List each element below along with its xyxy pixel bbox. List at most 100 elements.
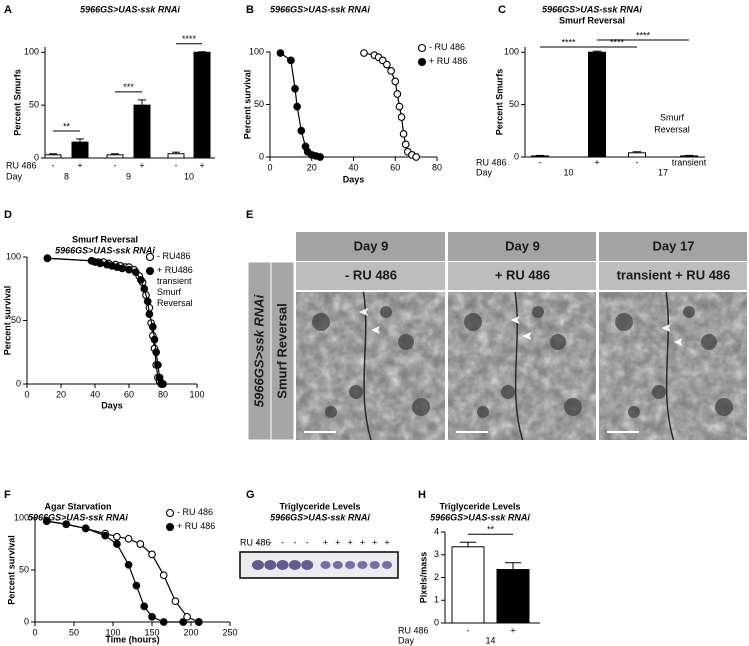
bar <box>133 104 151 159</box>
arrowhead <box>522 332 532 340</box>
data-point <box>124 534 133 543</box>
y-tick-label: 0 <box>514 151 519 161</box>
data-point <box>387 67 395 75</box>
data-point <box>399 130 408 138</box>
chart-subtitle: Smurf Reversal <box>559 15 625 25</box>
y-axis-label: Percent Smurfs <box>12 69 22 136</box>
gel-band <box>345 561 356 569</box>
legend-label: - RU 486 <box>429 42 466 52</box>
legend-marker <box>145 252 155 262</box>
lane-label: - <box>269 537 272 547</box>
data-point <box>136 540 145 548</box>
gel-title: Triglyceride Levels <box>279 501 360 511</box>
y-axis-label: Percent survival <box>242 70 252 140</box>
row-label: 5966GS>ssk RNAi <box>251 294 266 407</box>
organelle <box>564 398 582 416</box>
bar <box>167 153 185 159</box>
gel-band <box>264 560 277 570</box>
data-point <box>159 618 168 626</box>
gel-band <box>332 561 343 569</box>
x-tick-label: 40 <box>348 162 358 172</box>
data-point <box>179 618 188 626</box>
data-point <box>62 520 71 529</box>
organelle <box>349 385 363 399</box>
organelle <box>501 385 515 399</box>
data-point <box>131 268 140 277</box>
panel-label: A <box>4 4 12 16</box>
gel-band <box>288 560 301 570</box>
gel-subtitle: 5966GS>UAS-ssk RNAi <box>270 512 370 522</box>
bar <box>588 51 606 158</box>
group-axis-label: Day <box>398 635 415 645</box>
y-axis-label: Percent survival <box>6 535 16 605</box>
legend-label: + RU 486 <box>429 56 468 66</box>
bar <box>496 569 530 624</box>
data-point <box>291 84 299 93</box>
category-label: + <box>594 157 599 167</box>
data-point <box>96 259 104 268</box>
y-tick-label: 100 <box>24 47 39 57</box>
significance-label: ** <box>63 121 71 131</box>
data-point <box>159 571 168 580</box>
bar <box>628 152 646 158</box>
group-label: 10 <box>184 171 194 181</box>
significance-label: *** <box>123 82 134 92</box>
legend-label: - RU 486 <box>177 507 214 517</box>
bar <box>106 154 124 159</box>
lane-label: - <box>281 537 284 547</box>
data-point <box>152 348 161 357</box>
y-tick-label: 2 <box>434 572 439 582</box>
data-point <box>154 361 162 369</box>
data-point <box>150 335 159 344</box>
y-tick-label: 4 <box>434 526 439 536</box>
survival-line <box>46 520 199 623</box>
panel-label: H <box>418 489 426 501</box>
category-label: - <box>539 157 542 167</box>
y-tick-label: 50 <box>509 99 519 109</box>
y-tick-label: 100 <box>504 47 519 57</box>
header-cell <box>296 232 445 261</box>
data-point <box>401 140 410 149</box>
panel-label: E <box>246 209 253 221</box>
data-point <box>395 102 404 111</box>
organelle <box>325 406 337 418</box>
column-day: Day 9 <box>505 238 540 253</box>
gel-row-label: RU 486 <box>240 537 271 547</box>
annotation: Smurf <box>660 112 685 122</box>
data-point <box>124 560 133 569</box>
organelle <box>380 306 392 318</box>
category-axis-label: RU 486 <box>6 160 37 170</box>
y-tick-label: 0 <box>24 616 29 626</box>
header-cell <box>296 262 445 290</box>
y-tick-label: 50 <box>29 100 39 110</box>
membrane <box>665 291 675 441</box>
survival-line <box>46 520 200 623</box>
gel-band <box>382 561 392 569</box>
data-point <box>140 284 149 293</box>
organelle <box>652 385 666 399</box>
significance-label: **** <box>610 37 625 47</box>
chart-title: Smurf Reversal <box>72 234 138 244</box>
annotation: Reversal <box>654 124 690 134</box>
y-axis-label: Percent Smurfs <box>494 69 504 136</box>
category-axis-label: RU 486 <box>476 157 507 167</box>
header-cell <box>599 232 747 261</box>
data-point <box>118 264 127 273</box>
arrowhead <box>661 324 671 332</box>
x-tick-label: 200 <box>183 627 198 637</box>
category-label: + <box>510 625 515 635</box>
data-point <box>42 517 51 525</box>
gel-band <box>320 561 331 569</box>
lane-label: - <box>293 537 296 547</box>
chart-subtitle: 5966GS>UAS-ssk RNAi <box>430 512 530 522</box>
y-tick-label: 0 <box>34 152 39 162</box>
organelle <box>550 334 566 350</box>
y-tick-label: 100 <box>249 46 264 56</box>
y-tick-label: 100 <box>6 251 21 261</box>
category-label: + <box>199 160 204 170</box>
lane-label: - <box>257 537 260 547</box>
legend-marker <box>417 43 427 53</box>
legend-label: - RU486 <box>157 251 191 261</box>
y-axis-label: Pixels/mass <box>418 552 428 604</box>
chart-subtitle: 5966GS>UAS-ssk RNAi <box>55 245 155 255</box>
